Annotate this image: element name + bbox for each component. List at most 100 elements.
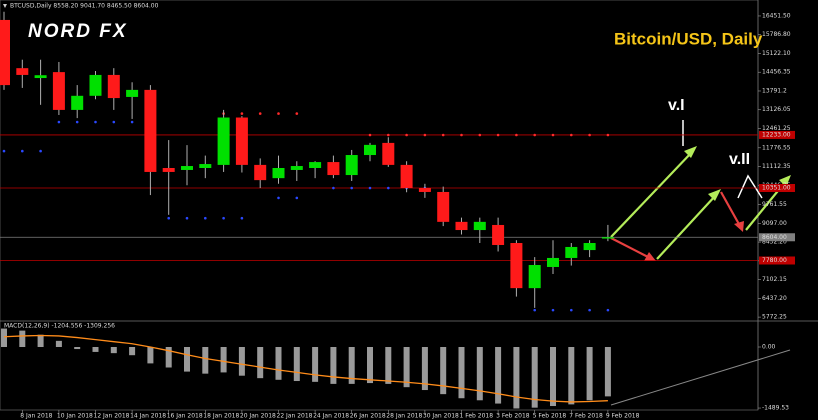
level-label-box — [759, 130, 795, 139]
arrow-head — [684, 146, 697, 158]
arrow-line — [610, 151, 693, 238]
macd-bar — [330, 347, 337, 384]
macd-bar — [458, 347, 465, 399]
candle-body — [547, 257, 559, 267]
indicator-dot — [75, 120, 79, 124]
indicator-dot — [496, 133, 500, 137]
candle-body — [254, 164, 267, 181]
candle-body — [418, 188, 431, 192]
arrow-head — [779, 175, 791, 187]
arrow-head — [644, 252, 656, 261]
y-tick-label: 13126.05 — [762, 106, 791, 113]
macd-bar — [312, 347, 319, 382]
y-tick-label: 8432.20 — [762, 239, 787, 246]
indicator-dot — [350, 186, 354, 190]
macd-bar — [348, 347, 355, 384]
x-tick-label: 9 Feb 2018 — [606, 413, 640, 420]
y-tick-label: 5772.25 — [762, 314, 787, 321]
candle-body — [0, 19, 10, 86]
indicator-dot — [533, 133, 536, 137]
y-tick-label: 0.00 — [762, 344, 776, 351]
candle-body — [126, 89, 139, 97]
indicator-dot — [39, 149, 42, 153]
x-tick-label: 14 Jan 2018 — [130, 413, 166, 420]
macd-bar — [147, 347, 154, 364]
x-tick-label: 20 Jan 2018 — [240, 413, 276, 420]
macd-bar — [55, 340, 62, 348]
level-label: 10351.00 — [762, 184, 791, 191]
logo: NORD FX — [28, 21, 128, 42]
candle-body — [345, 155, 358, 176]
arrow-head — [734, 221, 744, 232]
macd-bar — [19, 330, 26, 348]
candle-body — [601, 237, 614, 239]
y-tick-label: 11776.55 — [762, 144, 791, 151]
indicator-dot — [423, 133, 427, 137]
annotation: v.II — [729, 151, 750, 168]
y-tick-label: 15122.10 — [762, 50, 791, 57]
arrow-line — [656, 194, 717, 260]
candle-body — [510, 243, 523, 289]
candle-body — [89, 74, 102, 96]
candle-body — [16, 68, 29, 75]
indicator-dot — [295, 112, 299, 115]
macd-bar — [476, 347, 483, 401]
y-tick-label: -1489.53 — [762, 405, 789, 412]
x-tick-label: 1 Feb 2018 — [460, 413, 494, 420]
chart-header: BTCUSD,Daily 8558.20 9041.70 8465.50 860… — [10, 3, 159, 10]
macd-bar — [165, 347, 172, 368]
indicator-dot — [2, 149, 6, 153]
x-tick-label: 24 Jan 2018 — [313, 413, 349, 420]
macd-bar — [74, 347, 81, 350]
macd-bar — [513, 347, 520, 409]
indicator-dot — [240, 216, 244, 220]
indicator-dot — [368, 186, 372, 190]
projections — [610, 120, 791, 406]
macd-bar — [550, 347, 556, 407]
x-tick-label: 10 Jan 2018 — [57, 413, 93, 420]
indicator-dot — [441, 133, 445, 137]
indicator-dot — [588, 308, 591, 312]
candle-body — [235, 117, 248, 165]
indicator-dot — [332, 186, 335, 190]
x-tick-label: 18 Jan 2018 — [203, 413, 239, 420]
macd-bar — [385, 347, 392, 384]
candle-body — [528, 265, 541, 289]
indicator-dot — [368, 133, 372, 137]
y-tick-label: 11112.35 — [762, 163, 791, 170]
candle-body — [583, 243, 596, 251]
indicator-dot — [204, 216, 207, 220]
y-tick-label: 12461.25 — [762, 125, 791, 132]
macd-bar — [293, 347, 300, 382]
indicator-dot — [588, 133, 591, 137]
macd-bar — [367, 347, 373, 384]
candle-body — [272, 167, 285, 179]
candle-body — [217, 117, 230, 165]
candle-body — [52, 72, 65, 110]
macd-bar — [1, 328, 7, 348]
indicator-dot — [533, 308, 536, 312]
chart-title: Bitcoin/USD, Daily — [614, 29, 763, 48]
macd-bar — [403, 347, 410, 388]
indicator-dot — [222, 216, 225, 220]
level-label-box — [759, 256, 795, 265]
candle-body — [199, 164, 212, 168]
macd-bar — [92, 347, 99, 352]
candle-body — [492, 224, 505, 245]
candle-body — [364, 144, 376, 156]
indicator-dot — [240, 112, 244, 115]
macd-bar — [110, 347, 117, 354]
level-label-box — [759, 233, 795, 242]
macd-bar — [568, 347, 575, 405]
indicator-dot — [277, 196, 280, 200]
y-tick-label: 6437.20 — [762, 295, 787, 302]
candle-body — [34, 75, 47, 79]
indicator-dot — [167, 216, 170, 220]
y-tick-label: 9097.00 — [762, 220, 787, 227]
x-tick-label: 7 Feb 2018 — [569, 413, 603, 420]
indicator-dot — [387, 133, 390, 137]
annotation: v.I — [668, 97, 685, 114]
indicator-dot — [551, 308, 555, 312]
macd-bar — [202, 347, 209, 374]
indicator-dot — [277, 112, 280, 115]
